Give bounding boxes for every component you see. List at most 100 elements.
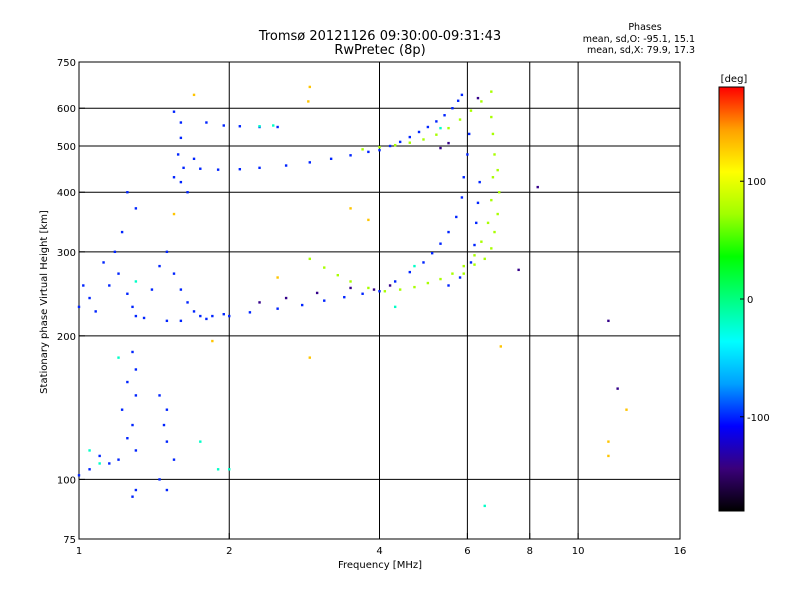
data-point xyxy=(179,136,183,140)
data-point xyxy=(94,310,97,313)
data-points xyxy=(77,85,628,508)
data-point xyxy=(120,230,124,234)
data-point xyxy=(134,314,138,318)
data-point xyxy=(439,277,442,281)
data-point xyxy=(493,153,496,156)
data-point xyxy=(258,125,261,128)
data-point xyxy=(426,125,430,129)
data-point xyxy=(393,143,397,147)
data-point xyxy=(102,261,105,264)
data-point xyxy=(388,144,392,148)
data-point xyxy=(625,408,628,411)
data-point xyxy=(276,276,279,279)
data-point xyxy=(284,296,288,300)
data-point xyxy=(447,230,450,234)
data-point xyxy=(82,284,85,287)
y-tick-label: 400 xyxy=(57,188,76,199)
chart-subtitle: RwPretec (8p) xyxy=(334,43,425,58)
data-point xyxy=(199,314,202,318)
data-point xyxy=(182,166,185,170)
stats-o-mode: mean, sd,O: -95.1, 15.1 xyxy=(583,34,695,45)
data-point xyxy=(475,221,478,225)
data-point xyxy=(126,191,129,194)
data-point xyxy=(478,180,481,184)
data-point xyxy=(158,264,161,268)
data-point xyxy=(367,218,370,222)
data-point xyxy=(126,292,129,295)
data-point xyxy=(393,280,397,283)
data-point xyxy=(165,488,169,492)
data-point xyxy=(473,263,476,266)
chart-title: Tromsø 20121126 09:30:00-09:31:43 xyxy=(258,29,501,44)
data-point xyxy=(439,126,442,130)
data-point xyxy=(205,121,208,124)
data-point xyxy=(498,191,501,194)
data-point xyxy=(469,109,473,112)
data-point xyxy=(417,130,421,134)
data-point xyxy=(361,292,364,295)
data-point xyxy=(466,153,469,156)
data-point xyxy=(150,288,154,291)
data-point xyxy=(496,168,499,172)
data-point xyxy=(134,488,138,492)
data-point xyxy=(134,449,138,452)
data-point xyxy=(413,285,416,289)
data-point xyxy=(422,138,425,141)
data-point xyxy=(172,176,176,179)
data-point xyxy=(378,146,381,149)
data-point xyxy=(447,126,450,130)
data-point xyxy=(179,121,183,124)
x-axis-ticks: 1 2 4 6 8 10 16 xyxy=(76,533,686,557)
data-point xyxy=(435,120,438,123)
data-point xyxy=(165,408,169,411)
x-tick-label: 6 xyxy=(464,546,470,557)
data-point xyxy=(491,176,495,179)
data-point xyxy=(216,468,220,471)
y-tick-label: 750 xyxy=(57,58,76,69)
data-point xyxy=(486,221,490,225)
data-point xyxy=(199,440,202,443)
x-tick-label: 2 xyxy=(226,546,232,557)
data-point xyxy=(398,288,402,291)
data-point xyxy=(349,207,352,210)
data-point xyxy=(162,423,166,427)
data-point xyxy=(413,264,416,268)
data-point xyxy=(126,380,129,384)
data-point xyxy=(192,310,196,313)
data-point xyxy=(607,319,610,323)
data-point xyxy=(483,504,486,508)
data-point xyxy=(134,368,138,371)
colorbar-ticks: 100 0 -100 xyxy=(740,177,770,424)
data-point xyxy=(496,212,499,216)
data-point xyxy=(134,394,138,397)
data-point xyxy=(88,296,91,300)
data-point xyxy=(336,273,340,277)
data-point xyxy=(398,140,402,144)
x-tick-label: 10 xyxy=(572,546,585,557)
data-point xyxy=(490,115,493,119)
data-point xyxy=(607,454,610,458)
data-point xyxy=(222,312,225,316)
data-point xyxy=(473,243,476,247)
data-point xyxy=(616,387,619,390)
data-point xyxy=(276,125,279,129)
data-point xyxy=(458,118,462,121)
data-point xyxy=(108,284,111,287)
colorbar xyxy=(718,86,745,512)
data-point xyxy=(476,201,480,205)
data-point xyxy=(158,394,161,397)
x-tick-label: 8 xyxy=(527,546,533,557)
data-point xyxy=(491,132,495,136)
data-point xyxy=(176,153,180,156)
data-point xyxy=(480,100,483,103)
data-point xyxy=(443,114,446,117)
data-point xyxy=(349,154,352,157)
data-point xyxy=(165,250,169,254)
data-point xyxy=(272,124,275,127)
data-point xyxy=(117,272,120,275)
colorbar-tick-label: 0 xyxy=(747,295,753,306)
stats-x-mode: mean, sd,X: 79.9, 17.3 xyxy=(587,45,695,56)
data-point xyxy=(349,286,352,290)
data-point xyxy=(439,242,442,245)
